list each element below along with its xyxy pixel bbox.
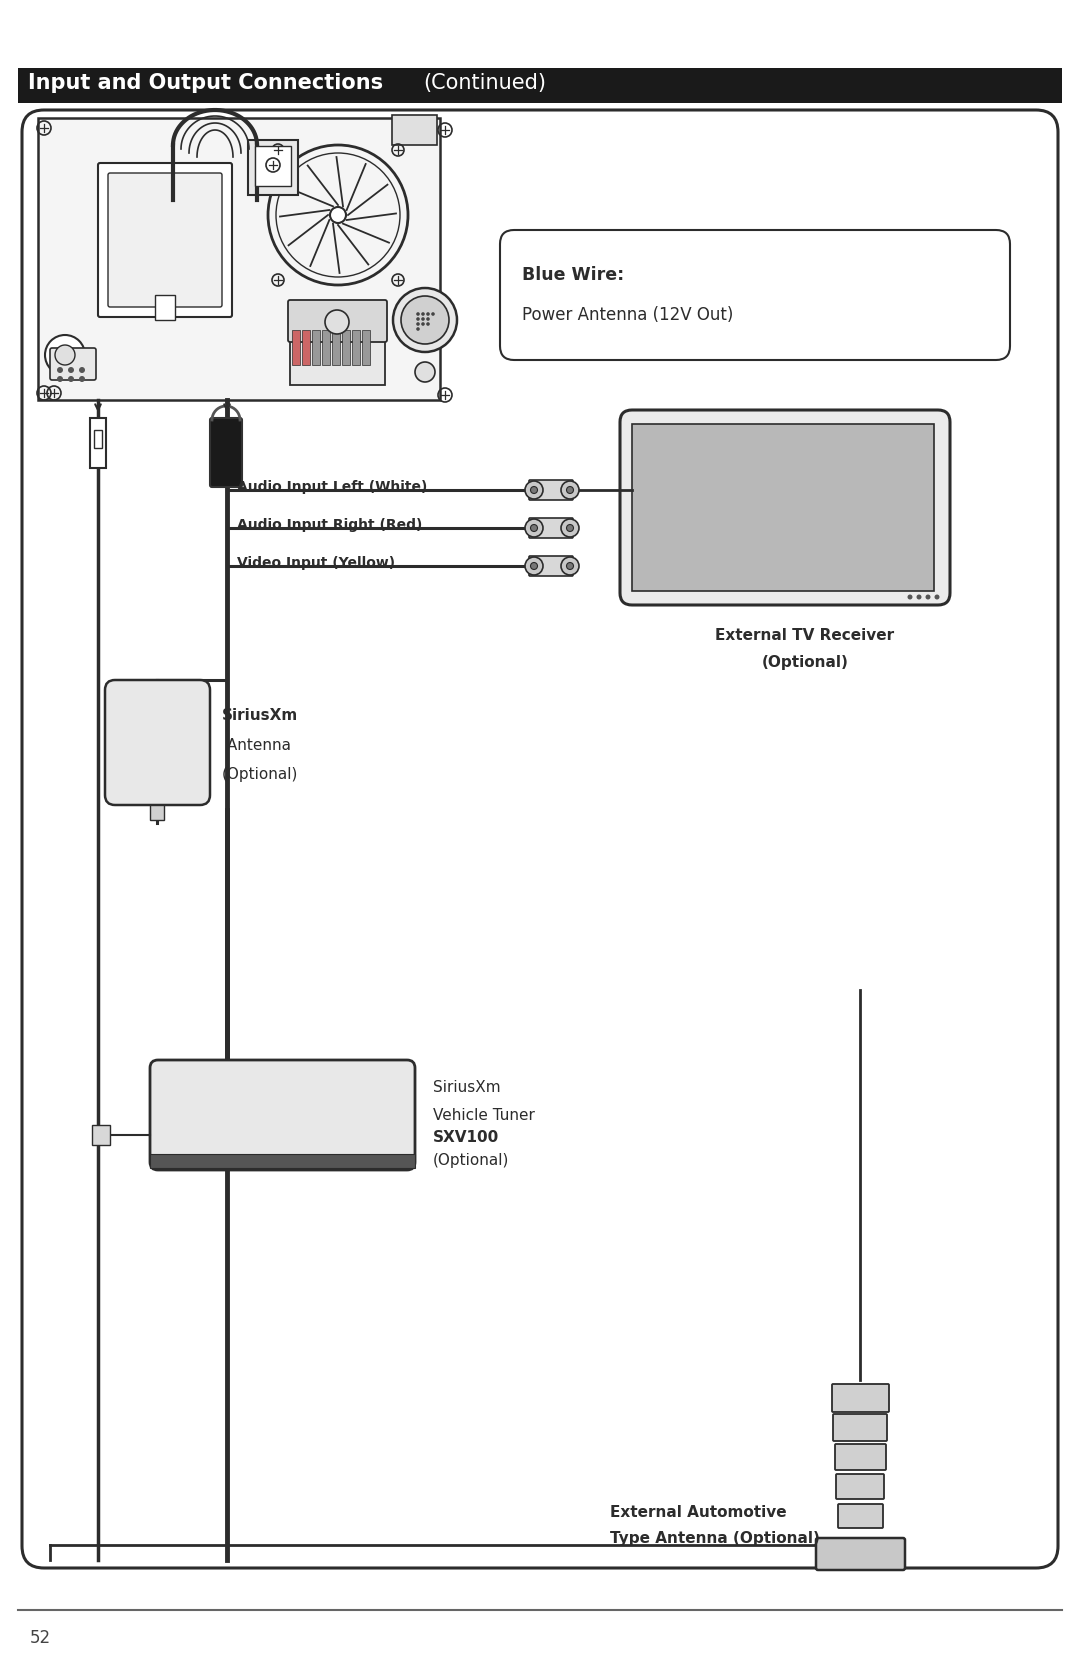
Circle shape bbox=[567, 562, 573, 569]
FancyBboxPatch shape bbox=[529, 517, 573, 537]
Text: External Automotive: External Automotive bbox=[610, 1504, 786, 1519]
FancyBboxPatch shape bbox=[529, 556, 573, 576]
Circle shape bbox=[79, 376, 85, 382]
Text: Video Input (Yellow): Video Input (Yellow) bbox=[237, 556, 395, 571]
Circle shape bbox=[57, 367, 63, 372]
Circle shape bbox=[421, 317, 424, 320]
Circle shape bbox=[917, 594, 921, 599]
FancyBboxPatch shape bbox=[108, 174, 222, 307]
FancyBboxPatch shape bbox=[92, 1125, 110, 1145]
FancyBboxPatch shape bbox=[322, 330, 330, 366]
Circle shape bbox=[57, 376, 63, 382]
Circle shape bbox=[416, 317, 420, 320]
FancyBboxPatch shape bbox=[156, 295, 175, 320]
Circle shape bbox=[926, 594, 931, 599]
FancyBboxPatch shape bbox=[620, 411, 950, 604]
Text: SXV100: SXV100 bbox=[433, 1130, 499, 1145]
Circle shape bbox=[561, 557, 579, 576]
FancyBboxPatch shape bbox=[632, 424, 934, 591]
FancyBboxPatch shape bbox=[94, 431, 102, 447]
FancyBboxPatch shape bbox=[836, 1474, 885, 1499]
FancyBboxPatch shape bbox=[50, 349, 96, 381]
FancyBboxPatch shape bbox=[210, 417, 242, 487]
Circle shape bbox=[567, 486, 573, 494]
Circle shape bbox=[79, 367, 85, 372]
FancyBboxPatch shape bbox=[342, 330, 350, 366]
Circle shape bbox=[427, 312, 430, 315]
FancyBboxPatch shape bbox=[816, 1539, 905, 1571]
Circle shape bbox=[427, 322, 430, 325]
Circle shape bbox=[934, 594, 940, 599]
Circle shape bbox=[416, 322, 420, 325]
Text: (Optional): (Optional) bbox=[222, 768, 298, 783]
FancyBboxPatch shape bbox=[18, 68, 1062, 103]
Circle shape bbox=[907, 594, 913, 599]
Text: Audio Input Left (White): Audio Input Left (White) bbox=[237, 481, 428, 494]
Circle shape bbox=[45, 335, 85, 376]
Text: Power Antenna (12V Out): Power Antenna (12V Out) bbox=[522, 305, 733, 324]
FancyBboxPatch shape bbox=[22, 110, 1058, 1567]
FancyBboxPatch shape bbox=[392, 115, 437, 145]
Text: (Continued): (Continued) bbox=[423, 73, 546, 93]
Circle shape bbox=[567, 524, 573, 531]
FancyBboxPatch shape bbox=[98, 164, 232, 317]
FancyBboxPatch shape bbox=[352, 330, 360, 366]
Circle shape bbox=[416, 327, 420, 330]
Circle shape bbox=[421, 312, 424, 315]
Circle shape bbox=[525, 519, 543, 537]
Circle shape bbox=[330, 207, 346, 224]
FancyBboxPatch shape bbox=[248, 140, 298, 195]
Text: Type Antenna (Optional): Type Antenna (Optional) bbox=[610, 1530, 820, 1545]
Circle shape bbox=[530, 486, 538, 494]
FancyBboxPatch shape bbox=[302, 330, 310, 366]
Circle shape bbox=[325, 310, 349, 334]
Text: External TV Receiver: External TV Receiver bbox=[715, 628, 894, 643]
FancyBboxPatch shape bbox=[833, 1414, 887, 1440]
Circle shape bbox=[427, 317, 430, 320]
FancyBboxPatch shape bbox=[362, 330, 370, 366]
Circle shape bbox=[525, 481, 543, 499]
FancyBboxPatch shape bbox=[150, 804, 164, 819]
Circle shape bbox=[68, 376, 75, 382]
FancyBboxPatch shape bbox=[150, 1153, 415, 1168]
Circle shape bbox=[415, 362, 435, 382]
FancyBboxPatch shape bbox=[90, 417, 106, 467]
FancyBboxPatch shape bbox=[312, 330, 320, 366]
FancyBboxPatch shape bbox=[332, 330, 340, 366]
Circle shape bbox=[68, 367, 75, 372]
FancyBboxPatch shape bbox=[500, 230, 1010, 361]
Circle shape bbox=[525, 557, 543, 576]
Circle shape bbox=[530, 562, 538, 569]
FancyBboxPatch shape bbox=[291, 320, 384, 386]
Text: Blue Wire:: Blue Wire: bbox=[522, 265, 624, 284]
FancyBboxPatch shape bbox=[529, 481, 573, 501]
Circle shape bbox=[530, 524, 538, 531]
Circle shape bbox=[393, 289, 457, 352]
FancyBboxPatch shape bbox=[150, 1060, 415, 1170]
Circle shape bbox=[401, 295, 449, 344]
FancyBboxPatch shape bbox=[838, 1504, 883, 1529]
Text: Vehicle Tuner: Vehicle Tuner bbox=[433, 1108, 535, 1123]
Circle shape bbox=[55, 345, 75, 366]
Text: (Optional): (Optional) bbox=[433, 1153, 510, 1168]
FancyBboxPatch shape bbox=[288, 300, 387, 342]
Circle shape bbox=[561, 481, 579, 499]
Circle shape bbox=[431, 312, 435, 315]
Circle shape bbox=[421, 322, 424, 325]
FancyBboxPatch shape bbox=[292, 330, 300, 366]
Circle shape bbox=[561, 519, 579, 537]
FancyBboxPatch shape bbox=[38, 118, 440, 401]
Text: 52: 52 bbox=[30, 1629, 51, 1647]
FancyBboxPatch shape bbox=[255, 145, 291, 185]
Text: Input and Output Connections: Input and Output Connections bbox=[28, 73, 390, 93]
Circle shape bbox=[416, 312, 420, 315]
FancyBboxPatch shape bbox=[835, 1444, 886, 1470]
Text: (Optional): (Optional) bbox=[761, 656, 849, 671]
Text: Antenna: Antenna bbox=[222, 738, 291, 753]
FancyBboxPatch shape bbox=[832, 1384, 889, 1412]
FancyBboxPatch shape bbox=[105, 679, 210, 804]
Text: SiriusXm: SiriusXm bbox=[433, 1080, 501, 1095]
Text: Audio Input Right (Red): Audio Input Right (Red) bbox=[237, 517, 422, 532]
Text: SiriusXm: SiriusXm bbox=[222, 708, 298, 723]
